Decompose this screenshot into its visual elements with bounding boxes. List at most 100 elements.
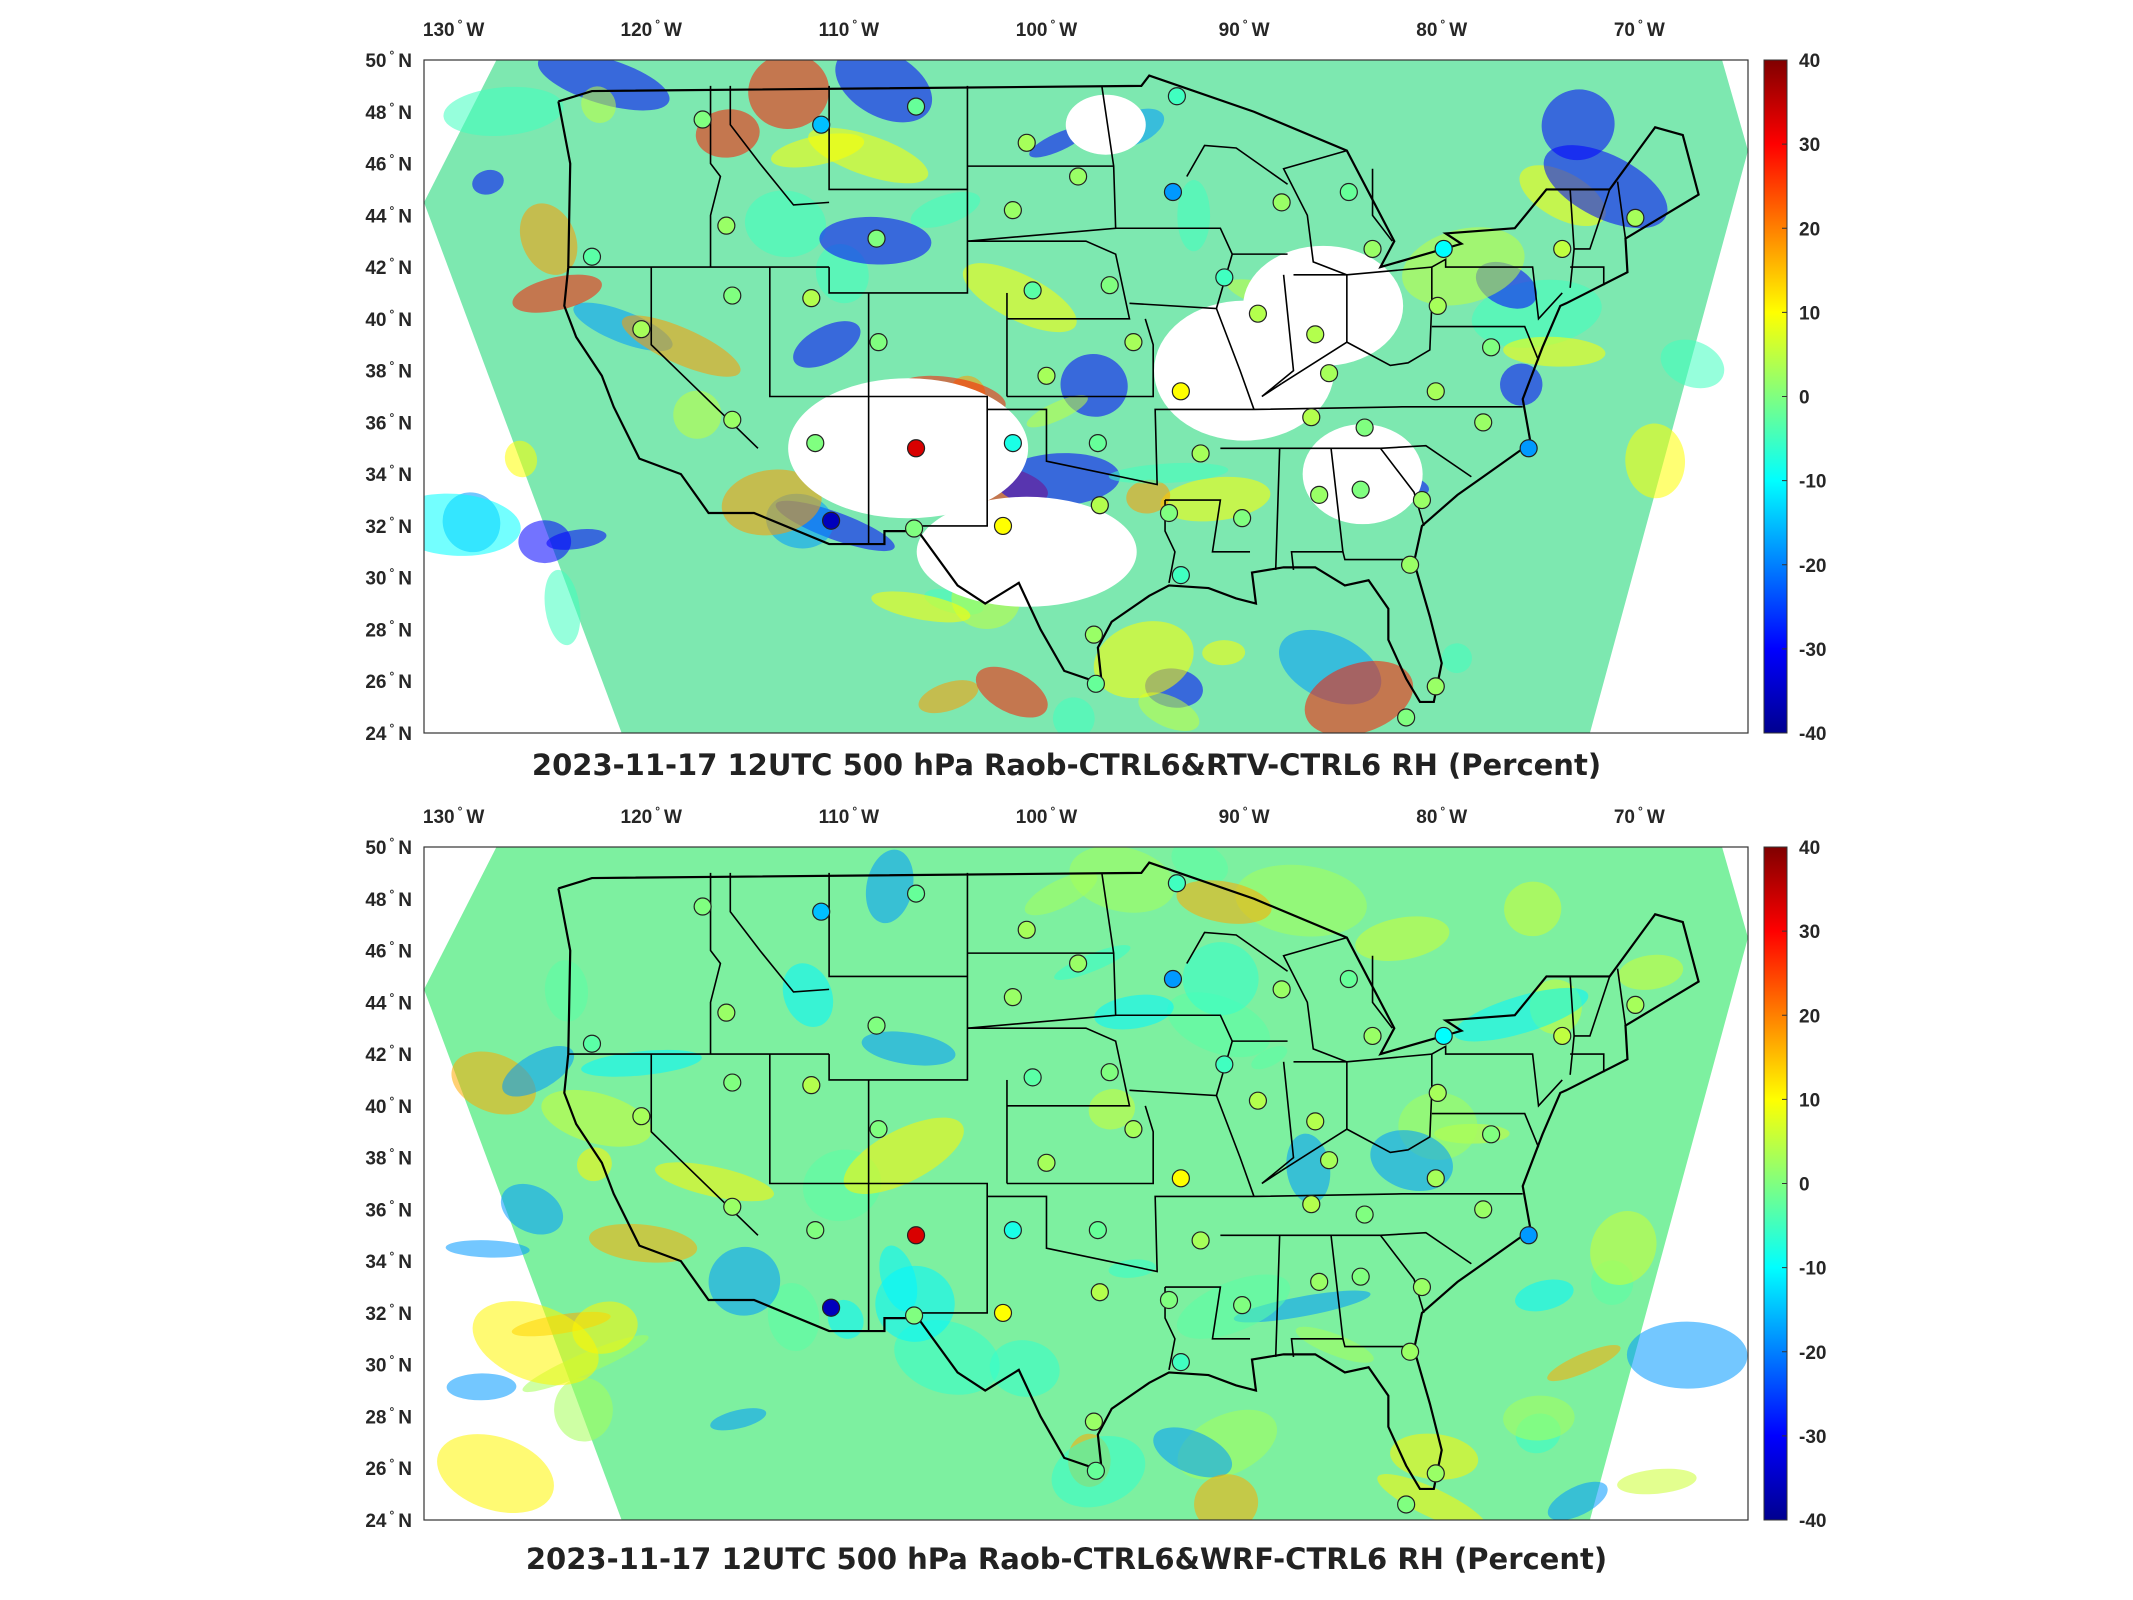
state-border — [1215, 308, 1255, 410]
raob-station-marker — [1351, 1267, 1370, 1286]
raob-station-marker — [1037, 1153, 1056, 1172]
raob-station-marker — [1003, 201, 1022, 220]
raob-station-marker — [1553, 239, 1572, 259]
raob-station-marker — [1306, 325, 1325, 344]
raob-station-marker — [1474, 1200, 1493, 1219]
raob-station-marker — [632, 1107, 651, 1126]
state-border — [1431, 325, 1540, 361]
state-border — [1570, 266, 1605, 286]
colorbar-tick-label: 20 — [1799, 219, 1820, 240]
raob-station-marker — [812, 115, 831, 134]
axes-frame — [423, 59, 1749, 734]
lat-tick-label: 32 ° N — [365, 514, 412, 538]
panel-bottom: 130 ° W 120 ° W 110 ° W 100 ° W 90 ° W 80 ° W 70 ° W 50 ° N 48 ° N… — [0, 790, 2133, 1600]
raob-station-marker — [821, 511, 841, 530]
map-area — [424, 847, 1748, 1520]
state-border — [1380, 1231, 1472, 1265]
colorbar-tick-label: 40 — [1799, 838, 1820, 859]
raob-station-marker — [1100, 1063, 1119, 1082]
lat-tick-label: 38 ° N — [365, 1146, 412, 1170]
raob-station-marker — [1272, 980, 1291, 999]
lat-tick-label: 48 ° N — [365, 100, 412, 124]
lat-tick-label: 40 ° N — [365, 1094, 412, 1118]
raob-station-marker — [1400, 1342, 1420, 1361]
lat-tick-label: 28 ° N — [365, 1404, 412, 1428]
colorbar-tick-label: 40 — [1799, 51, 1820, 72]
lat-tick-label: 42 ° N — [365, 1042, 412, 1066]
lon-tick-label: 80 ° W — [1416, 17, 1467, 41]
raob-station-marker — [1003, 988, 1022, 1007]
raob-station-marker — [867, 1016, 886, 1035]
lon-tick-label: 110 ° W — [819, 17, 879, 41]
raob-station-marker — [1171, 1169, 1190, 1188]
raob-station-marker — [1363, 1026, 1382, 1046]
state-border — [1281, 1128, 1348, 1172]
raob-station-marker — [1124, 1120, 1143, 1139]
state-border — [729, 85, 830, 206]
panel-top: 130 ° W 120 ° W 110 ° W 100 ° W 90 ° W 80 ° W 70 ° W 50 ° N 48 ° N… — [365, 17, 1826, 782]
lat-tick-label: 38 ° N — [365, 359, 412, 383]
colorbar-tick-label: 0 — [1799, 1175, 1810, 1196]
state-border — [1282, 936, 1348, 1063]
lat-tick-label: 30 ° N — [365, 1353, 412, 1377]
state-border — [987, 408, 1254, 486]
raob-station-marker — [582, 1034, 602, 1053]
lat-tick-label: 36 ° N — [365, 1197, 412, 1221]
raob-station-marker — [802, 1076, 821, 1095]
state-border — [1371, 168, 1393, 242]
state-border — [1215, 1095, 1255, 1197]
lat-tick-label: 36 ° N — [365, 410, 412, 434]
state-border — [1186, 144, 1289, 185]
raob-station-marker — [1090, 1283, 1109, 1302]
colorbar-tick-label: 30 — [1799, 922, 1820, 943]
state-border — [1282, 149, 1348, 276]
state-border — [1261, 274, 1295, 398]
state-border — [1342, 1338, 1413, 1348]
colorbar-tick-label: -30 — [1799, 1427, 1826, 1448]
colorbar-tick-label: -10 — [1799, 472, 1826, 493]
lon-tick-label: 70 ° W — [1614, 804, 1665, 828]
raob-station-marker — [1191, 1231, 1210, 1250]
state-border — [967, 872, 1117, 1029]
lon-tick-label: 130 ° W — [423, 17, 485, 41]
state-border — [1616, 968, 1627, 1026]
raob-station-marker — [1124, 333, 1143, 352]
state-border — [1371, 955, 1393, 1029]
state-border — [1186, 931, 1289, 972]
lon-tick-label: 90 ° W — [1219, 17, 1270, 41]
raob-station-marker — [1163, 182, 1183, 202]
raob-station-marker — [1310, 1272, 1329, 1291]
raob-station-marker — [1426, 1464, 1445, 1483]
colorbar-tick-label: 20 — [1799, 1006, 1820, 1027]
state-border — [967, 1027, 1131, 1107]
raob-station-marker — [1319, 364, 1339, 383]
state-border — [828, 872, 969, 1081]
state-border — [828, 85, 969, 294]
raob-station-marker — [906, 884, 926, 903]
state-border — [729, 872, 830, 993]
state-border — [1165, 499, 1251, 553]
state-border — [1616, 181, 1627, 239]
raob-station-marker — [904, 1306, 924, 1325]
lat-tick-label: 48 ° N — [365, 887, 412, 911]
raob-station-marker — [1426, 677, 1445, 696]
raob-station-marker — [1482, 1125, 1501, 1144]
state-border — [867, 1079, 988, 1314]
state-border — [1574, 189, 1611, 250]
raob-station-marker — [1339, 969, 1358, 989]
raob-station-marker — [1088, 1220, 1107, 1240]
raob-station-marker — [1306, 1112, 1325, 1131]
state-border — [987, 1195, 1254, 1273]
lat-tick-label: 42 ° N — [365, 255, 412, 279]
lon-tick-label: 80 ° W — [1416, 804, 1467, 828]
raob-station-marker — [723, 410, 742, 429]
raob-station-marker — [1088, 433, 1107, 453]
colorbar-tick-label: 30 — [1799, 135, 1820, 156]
lat-tick-label: 32 ° N — [365, 1301, 412, 1325]
lat-tick-label: 34 ° N — [365, 1249, 412, 1273]
raob-station-marker — [806, 1220, 825, 1240]
state-border — [1006, 1105, 1154, 1185]
raob-station-marker — [1086, 1461, 1105, 1480]
raob-station-marker — [723, 286, 742, 305]
state-border — [769, 1054, 870, 1332]
